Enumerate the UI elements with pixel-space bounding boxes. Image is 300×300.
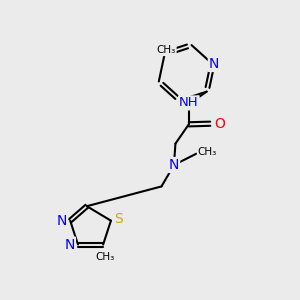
Text: CH₃: CH₃ bbox=[157, 45, 176, 55]
Text: NH: NH bbox=[179, 96, 199, 110]
Text: N: N bbox=[57, 214, 67, 228]
Text: S: S bbox=[115, 212, 123, 226]
Text: N: N bbox=[64, 238, 75, 252]
Text: CH₃: CH₃ bbox=[95, 252, 114, 262]
Text: CH₃: CH₃ bbox=[198, 147, 217, 157]
Text: N: N bbox=[169, 158, 179, 172]
Text: N: N bbox=[209, 57, 219, 71]
Text: O: O bbox=[214, 117, 225, 131]
